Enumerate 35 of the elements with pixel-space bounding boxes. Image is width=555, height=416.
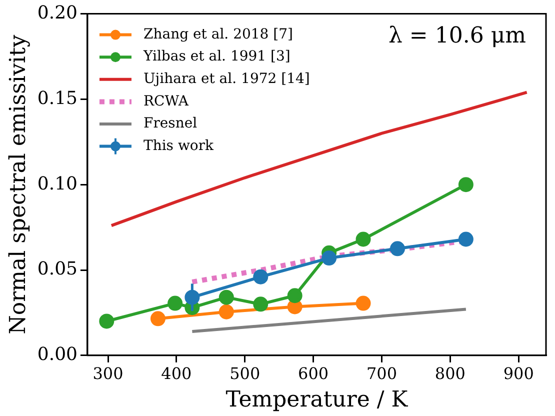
point <box>458 232 474 247</box>
annotation: λ = 10.6 μm <box>388 24 526 49</box>
x-tick-label: 300 <box>92 364 124 384</box>
point <box>150 311 166 326</box>
x-axis-title: Temperature / K <box>226 388 408 413</box>
point <box>253 296 268 312</box>
point <box>356 296 371 311</box>
point <box>99 314 114 329</box>
point <box>168 296 183 311</box>
legend-label: This work <box>143 138 214 154</box>
x-tick-label: 900 <box>503 364 534 384</box>
point <box>356 232 371 247</box>
legend-label: Fresnel <box>143 116 198 132</box>
point <box>218 290 234 305</box>
y-tick-label: 0.05 <box>37 258 78 280</box>
x-tick-label: 400 <box>161 364 192 384</box>
legend-label: Yilbas et al. 1991 [3] <box>142 48 290 65</box>
point <box>287 288 302 304</box>
legend-label: Ujihara et al. 1972 [14] <box>143 71 310 88</box>
point <box>322 250 337 266</box>
point <box>253 269 268 284</box>
x-tick-label: 500 <box>230 364 260 384</box>
y-tick-label: 0.10 <box>37 173 78 194</box>
y-tick-label: 0.20 <box>37 2 78 24</box>
point <box>390 241 405 256</box>
y-tick-label: 0.15 <box>37 88 78 109</box>
point <box>458 177 474 192</box>
x-tick-label: 600 <box>298 364 329 384</box>
legend-label: Zhang et al. 2018 [7] <box>143 26 293 42</box>
y-tick-label: 0.00 <box>37 344 78 366</box>
legend-label: RCWA <box>143 93 190 110</box>
x-tick-label: 700 <box>366 364 398 384</box>
x-tick-label: 800 <box>434 364 466 384</box>
point <box>218 304 234 320</box>
y-axis-title: Normal spectral emissivity <box>6 34 31 334</box>
